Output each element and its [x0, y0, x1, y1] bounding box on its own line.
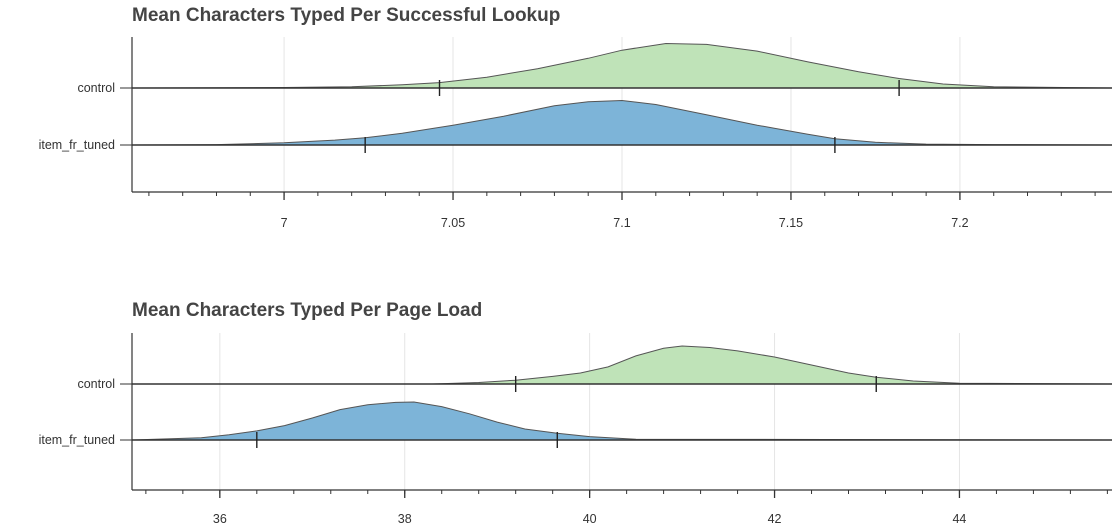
row-label-item_fr_tuned: item_fr_tuned	[39, 138, 115, 152]
x-tick-label: 44	[952, 512, 966, 526]
ridgeline-plot-successful-lookup: item_fr_tuned control 7 7.05 7.1 7.15 7.2	[39, 37, 1113, 230]
x-tick-label: 40	[583, 512, 597, 526]
density-item_fr_tuned	[131, 401, 1113, 441]
x-tick-label: 7.2	[951, 216, 968, 230]
x-tick-label: 7	[281, 216, 288, 230]
x-tick-label: 36	[213, 512, 227, 526]
x-tick-label: 42	[768, 512, 782, 526]
density-item_fr_tuned	[131, 99, 1113, 146]
x-tick-label: 38	[398, 512, 412, 526]
x-tick-label: 7.05	[441, 216, 465, 230]
x-tick-label: 7.15	[779, 216, 803, 230]
density-control	[132, 345, 1113, 385]
density-control	[131, 42, 1113, 89]
row-label-control: control	[77, 377, 115, 391]
x-tick-label: 7.1	[613, 216, 630, 230]
chart-title-successful-lookup: Mean Characters Typed Per Successful Loo…	[132, 5, 561, 26]
row-label-item_fr_tuned: item_fr_tuned	[39, 433, 115, 447]
chart-title-page-load: Mean Characters Typed Per Page Load	[132, 300, 483, 321]
row-label-control: control	[77, 81, 115, 95]
